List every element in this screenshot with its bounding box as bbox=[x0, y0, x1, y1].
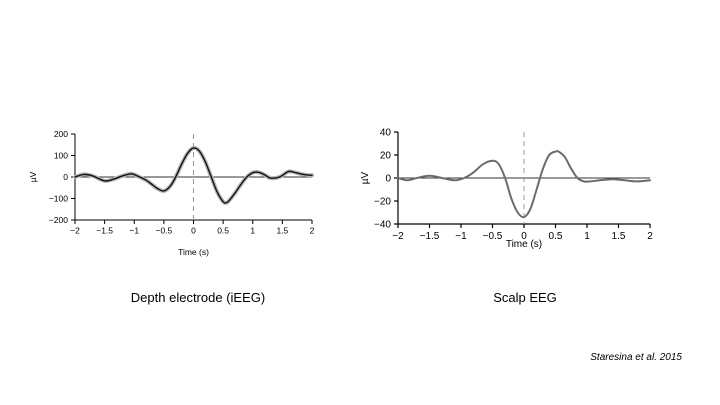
left-chart-y-tick-label: −200 bbox=[49, 215, 68, 225]
right-chart-caption: Scalp EEG bbox=[493, 290, 557, 305]
right-chart-y-tick-label: 20 bbox=[380, 151, 392, 162]
right-chart-x-tick-label: 1.5 bbox=[612, 231, 626, 242]
right-chart-x-tick-label: 1 bbox=[584, 231, 590, 242]
right-chart-x-axis-label: Time (s) bbox=[506, 239, 542, 250]
right-chart-x-tick-label: −0.5 bbox=[483, 231, 503, 242]
right-chart-y-axis-label: µV bbox=[360, 171, 371, 184]
left-chart-y-tick-label: 200 bbox=[54, 129, 68, 139]
left-chart-x-axis-label: Time (s) bbox=[178, 247, 209, 257]
left-chart-x-tick-label: 2 bbox=[310, 226, 315, 236]
left-chart-y-axis-label: µV bbox=[28, 171, 38, 182]
right-chart-x-tick-label: −1.5 bbox=[420, 231, 440, 242]
left-chart-y-tick-label: 100 bbox=[54, 150, 68, 160]
right-chart-y-tick-label: 0 bbox=[385, 174, 391, 185]
right-chart-y-tick-label: 40 bbox=[380, 128, 392, 139]
citation: Staresina et al. 2015 bbox=[590, 352, 682, 363]
left-chart-x-tick-label: −1 bbox=[129, 226, 139, 236]
right-chart-y-tick-label: −40 bbox=[374, 220, 391, 231]
left-chart-y-tick-label: −100 bbox=[49, 193, 68, 203]
left-chart-y-tick-label: 0 bbox=[63, 172, 68, 182]
right-chart-x-tick-label: −1 bbox=[455, 231, 467, 242]
right-chart-x-tick-label: −2 bbox=[392, 231, 404, 242]
right-chart-x-tick-label: 0.5 bbox=[549, 231, 563, 242]
left-chart-x-tick-label: 1 bbox=[250, 226, 255, 236]
right-chart-x-tick-label: 0 bbox=[521, 231, 527, 242]
left-chart-caption: Depth electrode (iEEG) bbox=[130, 290, 266, 305]
left-chart-x-tick-label: 1.5 bbox=[276, 226, 288, 236]
left-chart-x-tick-label: −1.5 bbox=[96, 226, 113, 236]
right-chart-y-tick-label: −20 bbox=[374, 197, 391, 208]
left-chart-x-tick-label: 0 bbox=[191, 226, 196, 236]
right-chart-x-tick-label: 2 bbox=[647, 231, 653, 242]
right-chart-erp-line bbox=[397, 150, 651, 219]
left-chart-x-tick-label: −0.5 bbox=[155, 226, 172, 236]
left-chart-x-tick-label: 0.5 bbox=[217, 226, 229, 236]
left-chart-erp-line bbox=[74, 147, 313, 204]
left-chart-x-tick-label: −2 bbox=[70, 226, 80, 236]
